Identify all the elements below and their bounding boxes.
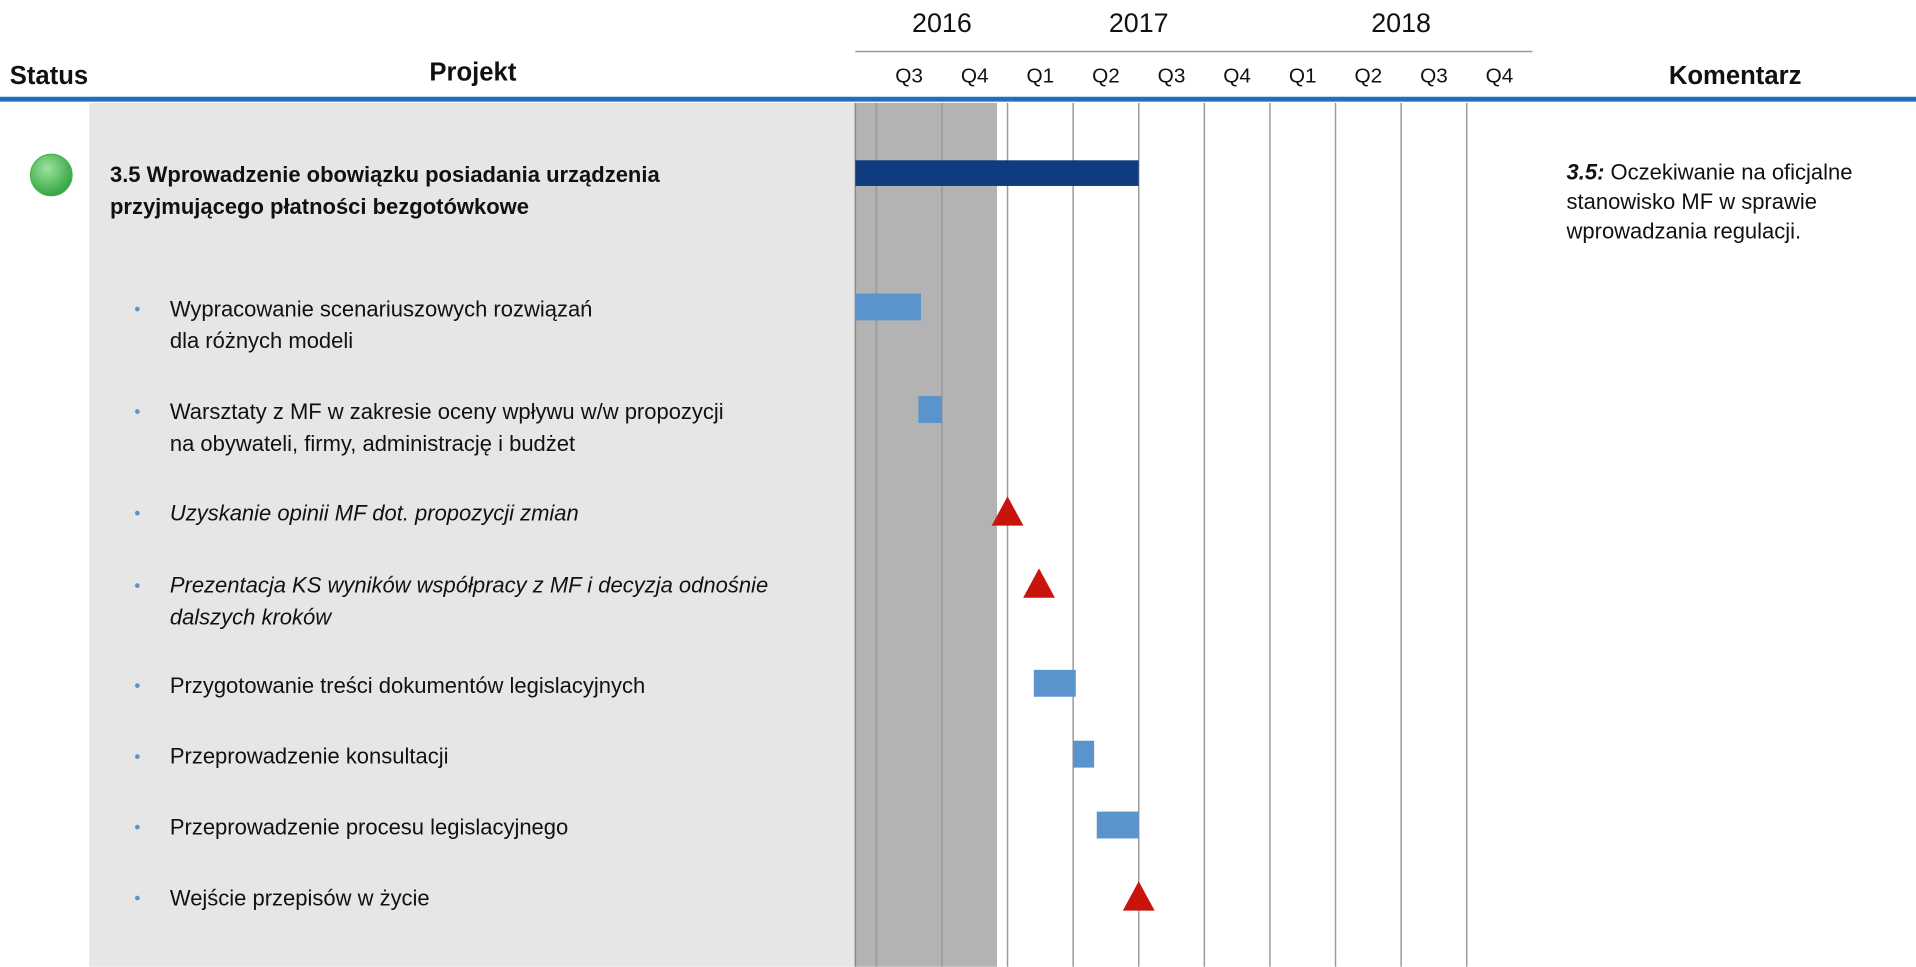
task-label: dalszych kroków [170, 604, 333, 629]
bullet: • [134, 676, 140, 695]
bullet: • [134, 889, 140, 908]
project-header: Projekt [429, 58, 516, 86]
comment-header: Komentarz [1669, 62, 1802, 90]
year-label: 2017 [1109, 8, 1169, 38]
bullet: • [134, 300, 140, 319]
task-label: Warsztaty z MF w zakresie oceny wpływu w… [170, 399, 724, 424]
bullet: • [134, 576, 140, 595]
task-label: Przygotowanie treści dokumentów legislac… [170, 673, 645, 698]
bullet: • [134, 403, 140, 422]
comment-label: 3.5: [1567, 160, 1605, 185]
quarter-label: Q2 [1092, 65, 1120, 88]
quarter-label: Q3 [1420, 65, 1448, 88]
quarter-label: Q2 [1354, 65, 1382, 88]
comment-text: 3.5: Oczekiwanie na oficjalne stanowisko M… [1566, 160, 1853, 244]
comment-line: wprowadzania regulacji. [1566, 218, 1802, 243]
task-label: Wypracowanie scenariuszowych rozwiązań [170, 296, 593, 321]
project-panel [89, 102, 856, 967]
task-label: Uzyskanie opinii MF dot. propozycji zmia… [170, 500, 579, 525]
task-label: Przeprowadzenie konsultacji [170, 744, 449, 769]
milestone [1122, 881, 1155, 911]
task-bar [1073, 740, 1095, 768]
quarter-label: Q3 [895, 65, 923, 88]
quarter-label: Q1 [1026, 65, 1054, 88]
task-bar [1096, 811, 1139, 839]
main-task-label: przyjmującego płatności bezgotówkowe [110, 194, 529, 219]
task-label: Prezentacja KS wyników współpracy z MF i… [170, 573, 768, 598]
bullet: • [134, 747, 140, 766]
status-indicator [29, 153, 73, 197]
quarter-label: Q4 [1486, 65, 1514, 88]
task-label: dla różnych modeli [170, 328, 353, 353]
year-label: 2018 [1371, 8, 1431, 38]
comment-line: stanowisko MF w sprawie [1567, 189, 1817, 214]
status-header: Status [10, 62, 88, 90]
main-task-label: 3.5 Wprowadzenie obowiązku posiadania ur… [110, 162, 660, 187]
task-bar [918, 396, 942, 424]
task-bar [1033, 669, 1076, 697]
task-bar [855, 293, 921, 321]
milestone [991, 496, 1024, 526]
main-bar [855, 160, 1139, 186]
milestone [1023, 568, 1055, 598]
bullet: • [134, 818, 140, 837]
task-label: na obywateli, firmy, administrację i bud… [170, 431, 575, 456]
task-label: Wejście przepisów w życie [170, 885, 430, 910]
task-label: Przeprowadzenie procesu legislacyjnego [170, 815, 568, 840]
past-shade [855, 102, 998, 967]
quarter-label: Q4 [1223, 65, 1251, 88]
comment-line: Oczekiwanie na oficjalne [1611, 160, 1853, 185]
quarter-label: Q4 [961, 65, 989, 88]
quarter-label: Q3 [1158, 65, 1186, 88]
year-label: 2016 [912, 8, 972, 38]
bullet: • [134, 504, 140, 523]
quarter-label: Q1 [1289, 65, 1317, 88]
